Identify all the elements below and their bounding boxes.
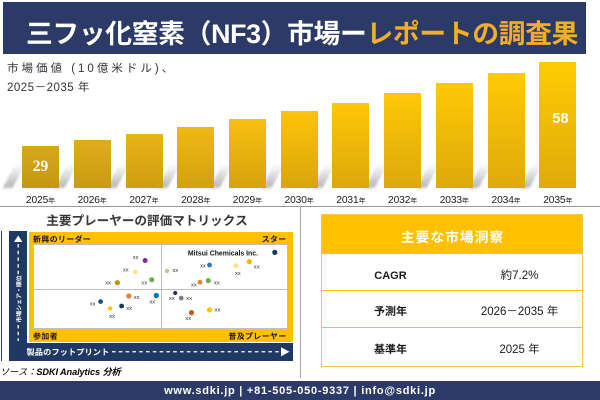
svg-text:xx: xx [90, 302, 96, 308]
svg-text:Mitsui Chemicals Inc.: Mitsui Chemicals Inc. [188, 250, 258, 257]
svg-text:xx: xx [172, 268, 178, 274]
svg-text:xx: xx [169, 296, 175, 302]
svg-text:xx: xx [191, 282, 197, 288]
svg-text:xx: xx [126, 306, 132, 312]
svg-text:xx: xx [215, 308, 221, 314]
svg-text:xx: xx [186, 296, 192, 302]
svg-text:xx: xx [185, 316, 191, 322]
svg-text:xx: xx [141, 281, 147, 287]
svg-text:xx: xx [109, 314, 115, 320]
svg-text:xx: xx [200, 264, 206, 270]
svg-text:xx: xx [235, 271, 241, 277]
svg-text:xx: xx [149, 300, 155, 306]
svg-text:xx: xx [105, 281, 111, 287]
svg-text:市場シェア・順位: 市場シェア・順位 [14, 275, 23, 322]
svg-text:xx: xx [123, 268, 129, 274]
svg-text:xx: xx [254, 265, 260, 271]
svg-text:xx: xx [134, 295, 140, 301]
svg-text:xx: xx [214, 280, 220, 286]
svg-text:xx: xx [133, 255, 139, 261]
